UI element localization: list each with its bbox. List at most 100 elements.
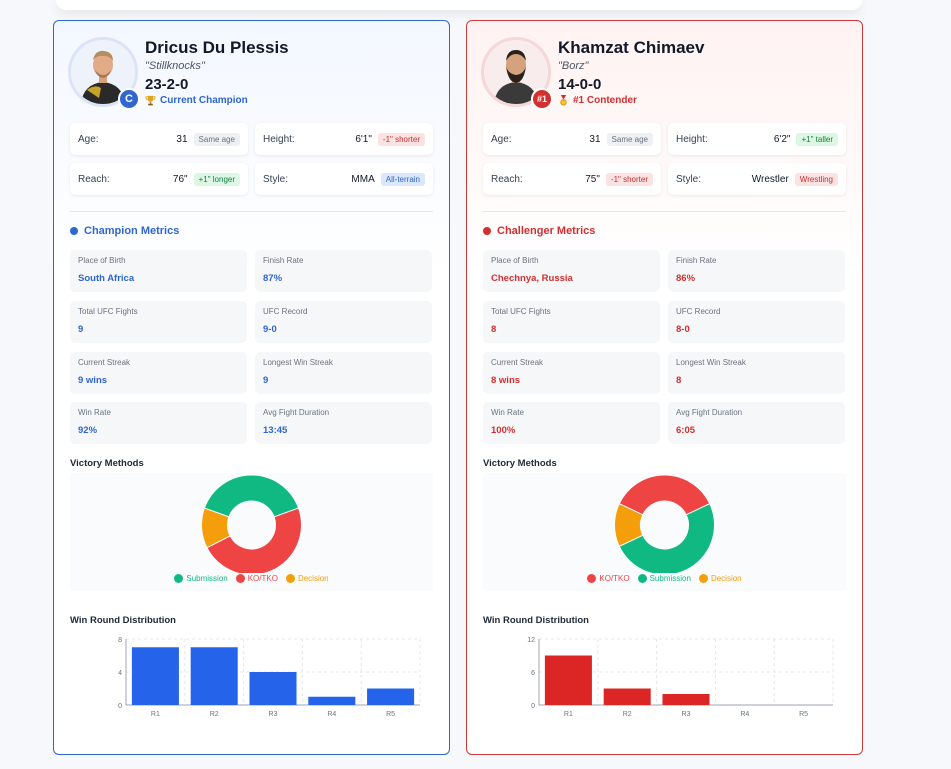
metric-avg-duration: Avg Fight Duration 13:45 — [255, 402, 432, 444]
legend-item: Submission — [637, 574, 691, 583]
victory-methods-chart: KO/TKO Submission Decision — [483, 473, 846, 591]
metrics-title: Champion Metrics — [70, 225, 179, 237]
legend-label: Submission — [649, 574, 691, 583]
stat-value: 31 — [589, 133, 601, 145]
stat-value: MMA — [351, 173, 375, 185]
bar-r3 — [249, 672, 297, 705]
fighter-status: #1 Contender — [558, 95, 637, 106]
stat-label: Height: — [676, 133, 708, 145]
round-bar-chart: 0 6 12 R1 R2 R3 R4 R5 — [527, 637, 834, 718]
legend-dot-icon — [174, 574, 184, 583]
challenger-card: #1 Khamzat Chimaev "Borz" 14-0-0 #1 Cont… — [466, 20, 863, 755]
x-tick-label: R2 — [210, 711, 219, 718]
stat-value: 31 — [176, 133, 188, 145]
metric-value: 9 — [263, 375, 269, 386]
y-tick-label: 4 — [118, 670, 122, 677]
victory-donut-chart — [201, 474, 302, 576]
victory-legend: KO/TKO Submission Decision — [483, 574, 846, 583]
stat-compare-badge: +1" taller — [796, 132, 838, 146]
metric-win-rate: Win Rate 100% — [483, 402, 660, 444]
stat-style: Style: MMA All-terrain — [255, 163, 433, 195]
metric-current-streak: Current Streak 9 wins — [70, 352, 247, 394]
legend-label: Decision — [710, 574, 742, 583]
legend-dot-icon — [285, 574, 295, 583]
medal-icon — [560, 95, 567, 106]
stat-age: Age: 31 Same age — [483, 123, 661, 155]
y-tick-label: 0 — [531, 703, 535, 710]
metric-finish-rate: Finish Rate 86% — [668, 250, 845, 292]
metric-value: 8 — [676, 375, 682, 386]
stat-compare-badge: -1" shorter — [377, 132, 425, 146]
stat-height: Height: 6'2" +1" taller — [668, 123, 846, 155]
bar-r2 — [603, 688, 651, 705]
victory-donut-chart — [614, 474, 715, 576]
x-tick-label: R5 — [799, 711, 808, 718]
stat-value: 76" — [172, 173, 188, 185]
metric-label: UFC Record — [676, 307, 721, 316]
metric-label: Avg Fight Duration — [263, 408, 330, 417]
metric-label: Avg Fight Duration — [676, 408, 743, 417]
metric-value: 6:05 — [676, 425, 696, 436]
metric-longest-streak: Longest Win Streak 8 — [668, 352, 845, 394]
x-tick-label: R4 — [327, 711, 336, 718]
x-tick-label: R5 — [386, 711, 395, 718]
champion-badge: C — [118, 88, 140, 110]
x-tick-label: R2 — [623, 711, 632, 718]
metric-value: 9-0 — [263, 324, 277, 335]
stat-compare-badge: Same age — [193, 132, 240, 146]
metric-value: 8-0 — [676, 324, 690, 335]
round-distribution-title: Win Round Distribution — [483, 615, 589, 626]
metric-ufc-record: UFC Record 8-0 — [668, 301, 845, 343]
x-tick-label: R1 — [564, 711, 573, 718]
metric-label: Place of Birth — [491, 256, 539, 265]
metrics-title-label: Challenger Metrics — [497, 225, 596, 237]
legend-item: KO/TKO — [587, 574, 630, 583]
metric-ufc-record: UFC Record 9-0 — [255, 301, 432, 343]
metric-value: 8 — [491, 324, 497, 335]
stat-label: Reach: — [491, 173, 523, 185]
metric-value: 86% — [676, 273, 696, 284]
contender-badge: #1 — [531, 88, 553, 110]
bar-r3 — [662, 694, 710, 705]
metric-label: Win Rate — [78, 408, 111, 417]
x-tick-label: R4 — [740, 711, 749, 718]
fighter-name: Dricus Du Plessis — [145, 38, 289, 57]
y-tick-label: 6 — [531, 670, 535, 677]
bar-r1 — [544, 655, 592, 705]
metric-current-streak: Current Streak 8 wins — [483, 352, 660, 394]
metric-label: Place of Birth — [78, 256, 126, 265]
legend-label: KO/TKO — [599, 574, 630, 583]
bar-r2 — [190, 647, 238, 705]
legend-dot-icon — [698, 574, 708, 583]
legend-label: Submission — [186, 574, 228, 583]
victory-legend: Submission KO/TKO Decision — [70, 574, 433, 583]
metric-label: UFC Record — [263, 307, 308, 316]
x-tick-label: R3 — [682, 711, 691, 718]
champion-avatar-wrap: C — [68, 37, 140, 110]
stat-label: Style: — [263, 173, 289, 185]
bullet-dot-icon — [70, 227, 78, 235]
metric-value: 92% — [78, 425, 98, 436]
champion-card: C Dricus Du Plessis "Stillknocks" 23-2-0… — [53, 20, 450, 755]
metric-value: Chechnya, Russia — [491, 273, 573, 284]
metric-label: Longest Win Streak — [676, 358, 746, 367]
stat-label: Reach: — [78, 173, 110, 185]
round-distribution-chart: 0 6 12 R1 R2 R3 R4 R5 — [483, 631, 846, 741]
victory-methods-title: Victory Methods — [483, 458, 557, 469]
metric-place-of-birth: Place of Birth Chechnya, Russia — [483, 250, 660, 292]
round-distribution-chart: 0 4 8 R1 R2 R3 R4 R5 — [70, 631, 433, 741]
bar-r5 — [367, 688, 415, 705]
donut-slice-decision — [614, 503, 644, 547]
stat-label: Style: — [676, 173, 702, 185]
x-tick-label: R3 — [269, 711, 278, 718]
divider — [483, 211, 846, 212]
legend-label: KO/TKO — [247, 574, 278, 583]
stat-style: Style: Wrestler Wrestling — [668, 163, 846, 195]
bar-r4 — [308, 696, 356, 705]
divider — [70, 211, 433, 212]
stat-reach: Reach: 76" +1" longer — [70, 163, 248, 195]
champion-avatar — [68, 37, 138, 107]
legend-label: Decision — [297, 574, 329, 583]
trophy-icon — [145, 95, 156, 106]
bullet-dot-icon — [483, 227, 491, 235]
